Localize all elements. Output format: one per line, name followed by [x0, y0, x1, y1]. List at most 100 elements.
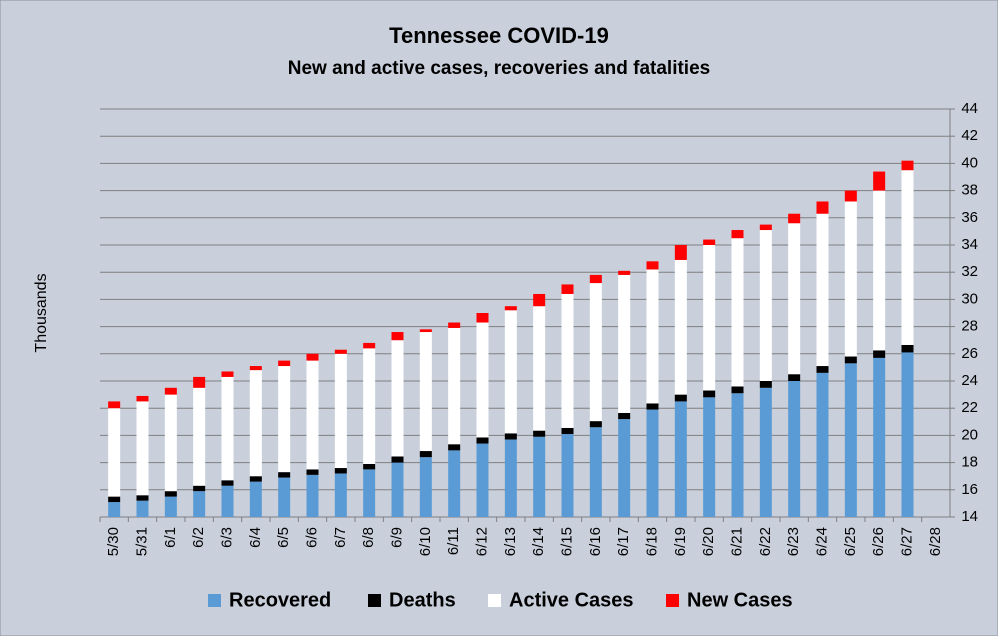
- bar-segment: [788, 223, 801, 375]
- y-tick-label: 44: [961, 100, 978, 117]
- x-tick-label: 6/4: [247, 527, 264, 548]
- bar-segment: [391, 456, 404, 463]
- y-tick-label: 34: [961, 236, 978, 253]
- bar-segment: [476, 443, 489, 517]
- bar-segment: [646, 269, 659, 404]
- y-axis-label: Thousands: [33, 273, 50, 352]
- bar-segment: [759, 381, 772, 388]
- y-tick-label: 22: [961, 399, 978, 416]
- bar-segment: [561, 434, 574, 517]
- bar-segment: [788, 381, 801, 517]
- bar-segment: [221, 376, 234, 481]
- bar-segment: [334, 349, 347, 354]
- bar-segment: [278, 472, 291, 478]
- bar-segment: [589, 274, 602, 284]
- bar-segment: [193, 491, 206, 517]
- bar-segment: [618, 419, 631, 517]
- x-tick-label: 6/25: [842, 527, 859, 556]
- bar-segment: [873, 171, 886, 191]
- bar-segment: [136, 500, 149, 517]
- bar-segment: [334, 473, 347, 517]
- x-tick-label: 6/21: [728, 527, 745, 556]
- legend-swatch: [488, 594, 501, 607]
- bar-segment: [844, 363, 857, 517]
- bar-segment: [249, 476, 262, 482]
- x-tick-label: 6/24: [813, 527, 830, 556]
- bar-segment: [731, 386, 744, 394]
- legend-label: Deaths: [389, 589, 456, 611]
- bar-segment: [646, 261, 659, 270]
- bar-segment: [533, 436, 546, 517]
- x-tick-label: 6/9: [388, 527, 405, 548]
- bar-segment: [561, 427, 574, 435]
- y-tick-label: 14: [961, 508, 978, 525]
- y-tick-label: 32: [961, 263, 978, 280]
- bar-segment: [448, 327, 461, 445]
- bar-segment: [249, 366, 262, 371]
- bar-segment: [391, 332, 404, 341]
- bar-segment: [278, 366, 291, 473]
- bar-segment: [448, 450, 461, 517]
- bar-segment: [306, 353, 319, 361]
- bar-segment: [901, 352, 914, 517]
- bar-segment: [221, 371, 234, 377]
- x-tick-label: 6/16: [587, 527, 604, 556]
- bar-segment: [816, 366, 829, 373]
- bar-segment: [589, 283, 602, 422]
- bar-segment: [618, 274, 631, 413]
- bar-segment: [249, 370, 262, 477]
- legend-label: Active Cases: [509, 589, 634, 611]
- bar-segment: [108, 496, 121, 503]
- bar-segment: [221, 485, 234, 517]
- bar-segment: [873, 350, 886, 358]
- bar-segment: [221, 480, 234, 486]
- bar-segment: [164, 491, 177, 497]
- bar-segment: [306, 469, 319, 475]
- bar-segment: [391, 462, 404, 517]
- bar-segment: [164, 394, 177, 492]
- x-tick-label: 6/1: [162, 527, 179, 548]
- bar-segment: [901, 344, 914, 353]
- bar-segment: [703, 390, 716, 398]
- bar-segment: [901, 160, 914, 171]
- bar-segment: [419, 332, 432, 452]
- x-tick-label: 6/26: [870, 527, 887, 556]
- x-tick-label: 6/3: [218, 527, 235, 548]
- bar-segment: [674, 259, 687, 395]
- bar-segment: [108, 408, 121, 497]
- bar-segment: [363, 463, 376, 470]
- bar-segment: [759, 224, 772, 231]
- bar-segment: [788, 374, 801, 381]
- bar-segment: [419, 457, 432, 517]
- bar-segment: [731, 230, 744, 239]
- bar-segment: [816, 201, 829, 214]
- bar-segment: [674, 245, 687, 260]
- bar-segment: [618, 412, 631, 420]
- bar-segment: [533, 430, 546, 437]
- x-tick-label: 6/15: [558, 527, 575, 556]
- x-tick-label: 6/2: [190, 527, 207, 548]
- bar-segment: [193, 376, 206, 388]
- bar-segment: [674, 394, 687, 402]
- x-tick-label: 6/5: [275, 527, 292, 548]
- bar-segment: [703, 245, 716, 391]
- legend-label: New Cases: [687, 589, 793, 611]
- bar-segment: [533, 293, 546, 307]
- bar-segment: [504, 439, 517, 517]
- y-tick-label: 28: [961, 318, 978, 335]
- bar-segment: [759, 230, 772, 381]
- x-tick-label: 6/13: [502, 527, 519, 556]
- bar-segment: [844, 190, 857, 202]
- bar-segment: [363, 342, 376, 349]
- bar-segment: [306, 474, 319, 517]
- legend-label: Recovered: [229, 589, 331, 611]
- bar-segment: [844, 201, 857, 357]
- bar-segment: [646, 403, 659, 410]
- x-tick-label: 6/14: [530, 527, 547, 556]
- chart-subtitle: New and active cases, recoveries and fat…: [288, 58, 710, 79]
- bar-segment: [674, 401, 687, 517]
- bar-segment: [533, 306, 546, 431]
- bar-segment: [278, 360, 291, 367]
- x-tick-label: 6/28: [927, 527, 944, 556]
- bar-segment: [334, 468, 347, 474]
